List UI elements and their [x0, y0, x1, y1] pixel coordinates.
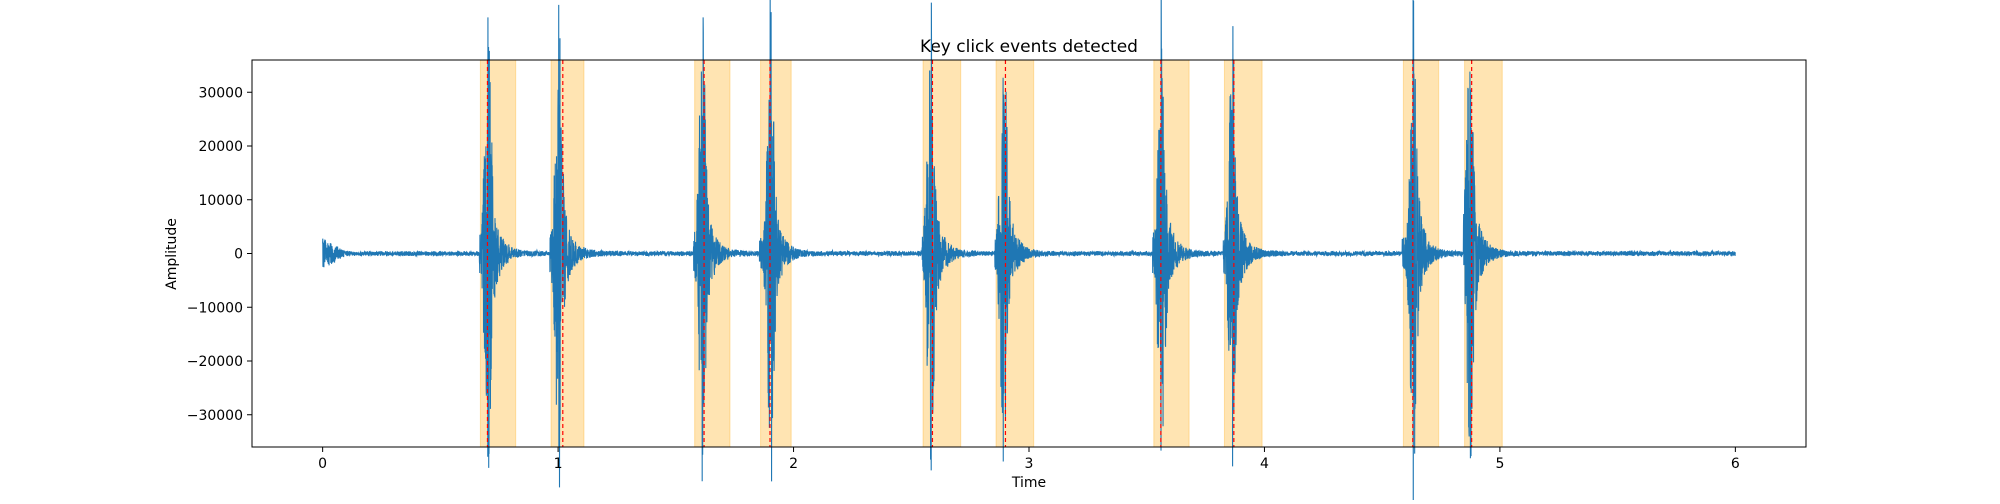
x-axis-ticks: 0 1 2 3 4 5 6 [318, 447, 1740, 472]
x-tick-label: 6 [1731, 456, 1740, 472]
y-tick-label: −10000 [187, 300, 243, 316]
x-tick-label: 1 [554, 456, 563, 472]
y-tick-label: 30000 [198, 85, 243, 101]
x-tick-label: 2 [789, 456, 798, 472]
event-markers [486, 60, 1473, 447]
signal-series [322, 0, 1736, 504]
y-tick-label: −20000 [187, 354, 243, 370]
y-tick-label: 10000 [198, 193, 243, 209]
signal-line [322, 0, 1736, 504]
x-tick-label: 3 [1025, 456, 1034, 472]
x-tick-label: 4 [1260, 456, 1269, 472]
x-tick-label: 5 [1495, 456, 1504, 472]
x-tick-label: 0 [318, 456, 327, 472]
x-axis-label: Time [1011, 475, 1046, 491]
y-tick-label: 0 [234, 247, 243, 263]
y-axis-label: Amplitude [164, 218, 180, 290]
y-tick-label: 20000 [198, 139, 243, 155]
chart-title: Key click events detected [920, 37, 1138, 57]
y-tick-label: −30000 [187, 408, 243, 424]
y-axis-ticks: −30000 −20000 −10000 0 10000 20000 30000 [187, 85, 252, 424]
